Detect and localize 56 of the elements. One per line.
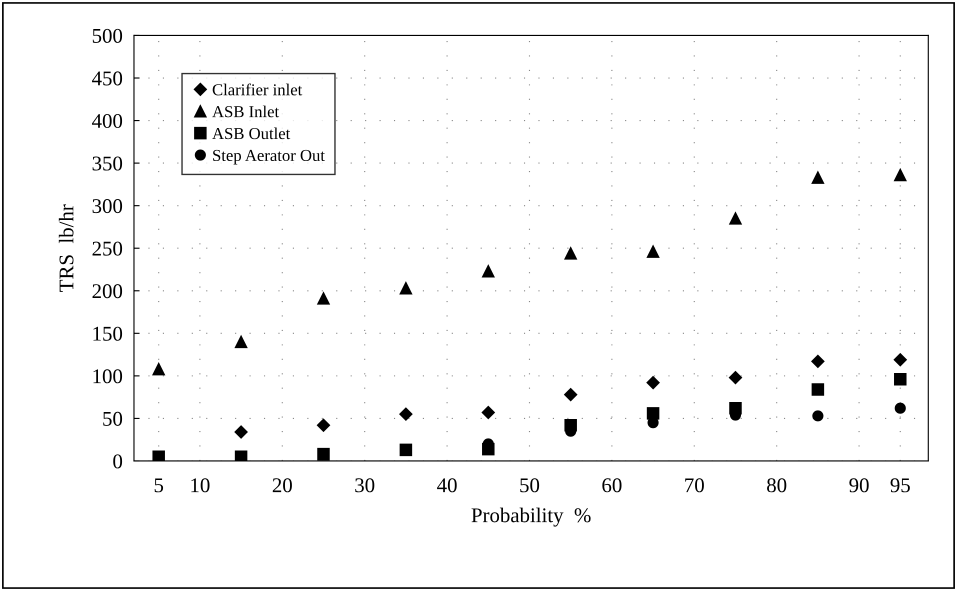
point (729, 212, 742, 225)
x-tick-label: 30 (355, 478, 374, 492)
point (234, 425, 248, 439)
point (482, 406, 495, 420)
point (234, 450, 248, 461)
point (482, 264, 495, 278)
point (317, 448, 330, 460)
point (894, 373, 907, 386)
x-tick-label: 90 (849, 478, 869, 492)
y-tick-label: 500 (92, 28, 122, 43)
point (234, 336, 248, 348)
point (894, 353, 907, 366)
legend-label: ASB Inlet (212, 106, 280, 118)
y-tick-label: 300 (92, 199, 122, 214)
point (399, 408, 412, 421)
x-tick-label: 95 (890, 478, 910, 492)
point (728, 370, 742, 384)
x-tick-label: 50 (520, 478, 540, 492)
x-tick-label: 80 (767, 478, 786, 492)
legend-label: Step Aerator Out (213, 150, 325, 164)
y-tick-label: 50 (103, 412, 122, 426)
point (811, 354, 824, 368)
y-tick-label: 100 (93, 369, 122, 384)
y-tick-label: 350 (92, 156, 122, 171)
legend-label: ASB Outlet (212, 127, 290, 140)
x-tick-label: 10 (191, 478, 210, 492)
y-tick-label: 450 (92, 71, 122, 86)
x-tick-label: 60 (602, 478, 622, 492)
point (317, 292, 330, 305)
point (812, 383, 824, 396)
point (646, 376, 660, 390)
point (400, 444, 412, 456)
legend-label: Clarifier inlet (212, 84, 302, 96)
x-tick-label: 20 (272, 478, 292, 492)
y-tick-label: 150 (93, 326, 122, 341)
x-tick-label: 70 (685, 478, 704, 492)
point (564, 388, 578, 402)
y-axis-title: TRS lb/hr (58, 204, 74, 292)
point (316, 418, 330, 432)
point (894, 168, 907, 182)
point (894, 402, 906, 414)
x-tick-label: 5 (154, 478, 164, 492)
point (646, 407, 660, 420)
point (564, 247, 577, 260)
y-tick-label: 0 (113, 454, 122, 468)
point (400, 282, 412, 294)
y-tick-label: 250 (92, 242, 122, 256)
point (646, 245, 660, 258)
point (812, 410, 824, 422)
point (812, 171, 824, 184)
x-tick-label: 40 (437, 478, 457, 492)
x-axis-title: Probability % (472, 508, 591, 527)
point (152, 362, 165, 376)
y-tick-label: 400 (92, 114, 122, 128)
point (152, 450, 165, 461)
y-tick-label: 200 (92, 284, 122, 298)
